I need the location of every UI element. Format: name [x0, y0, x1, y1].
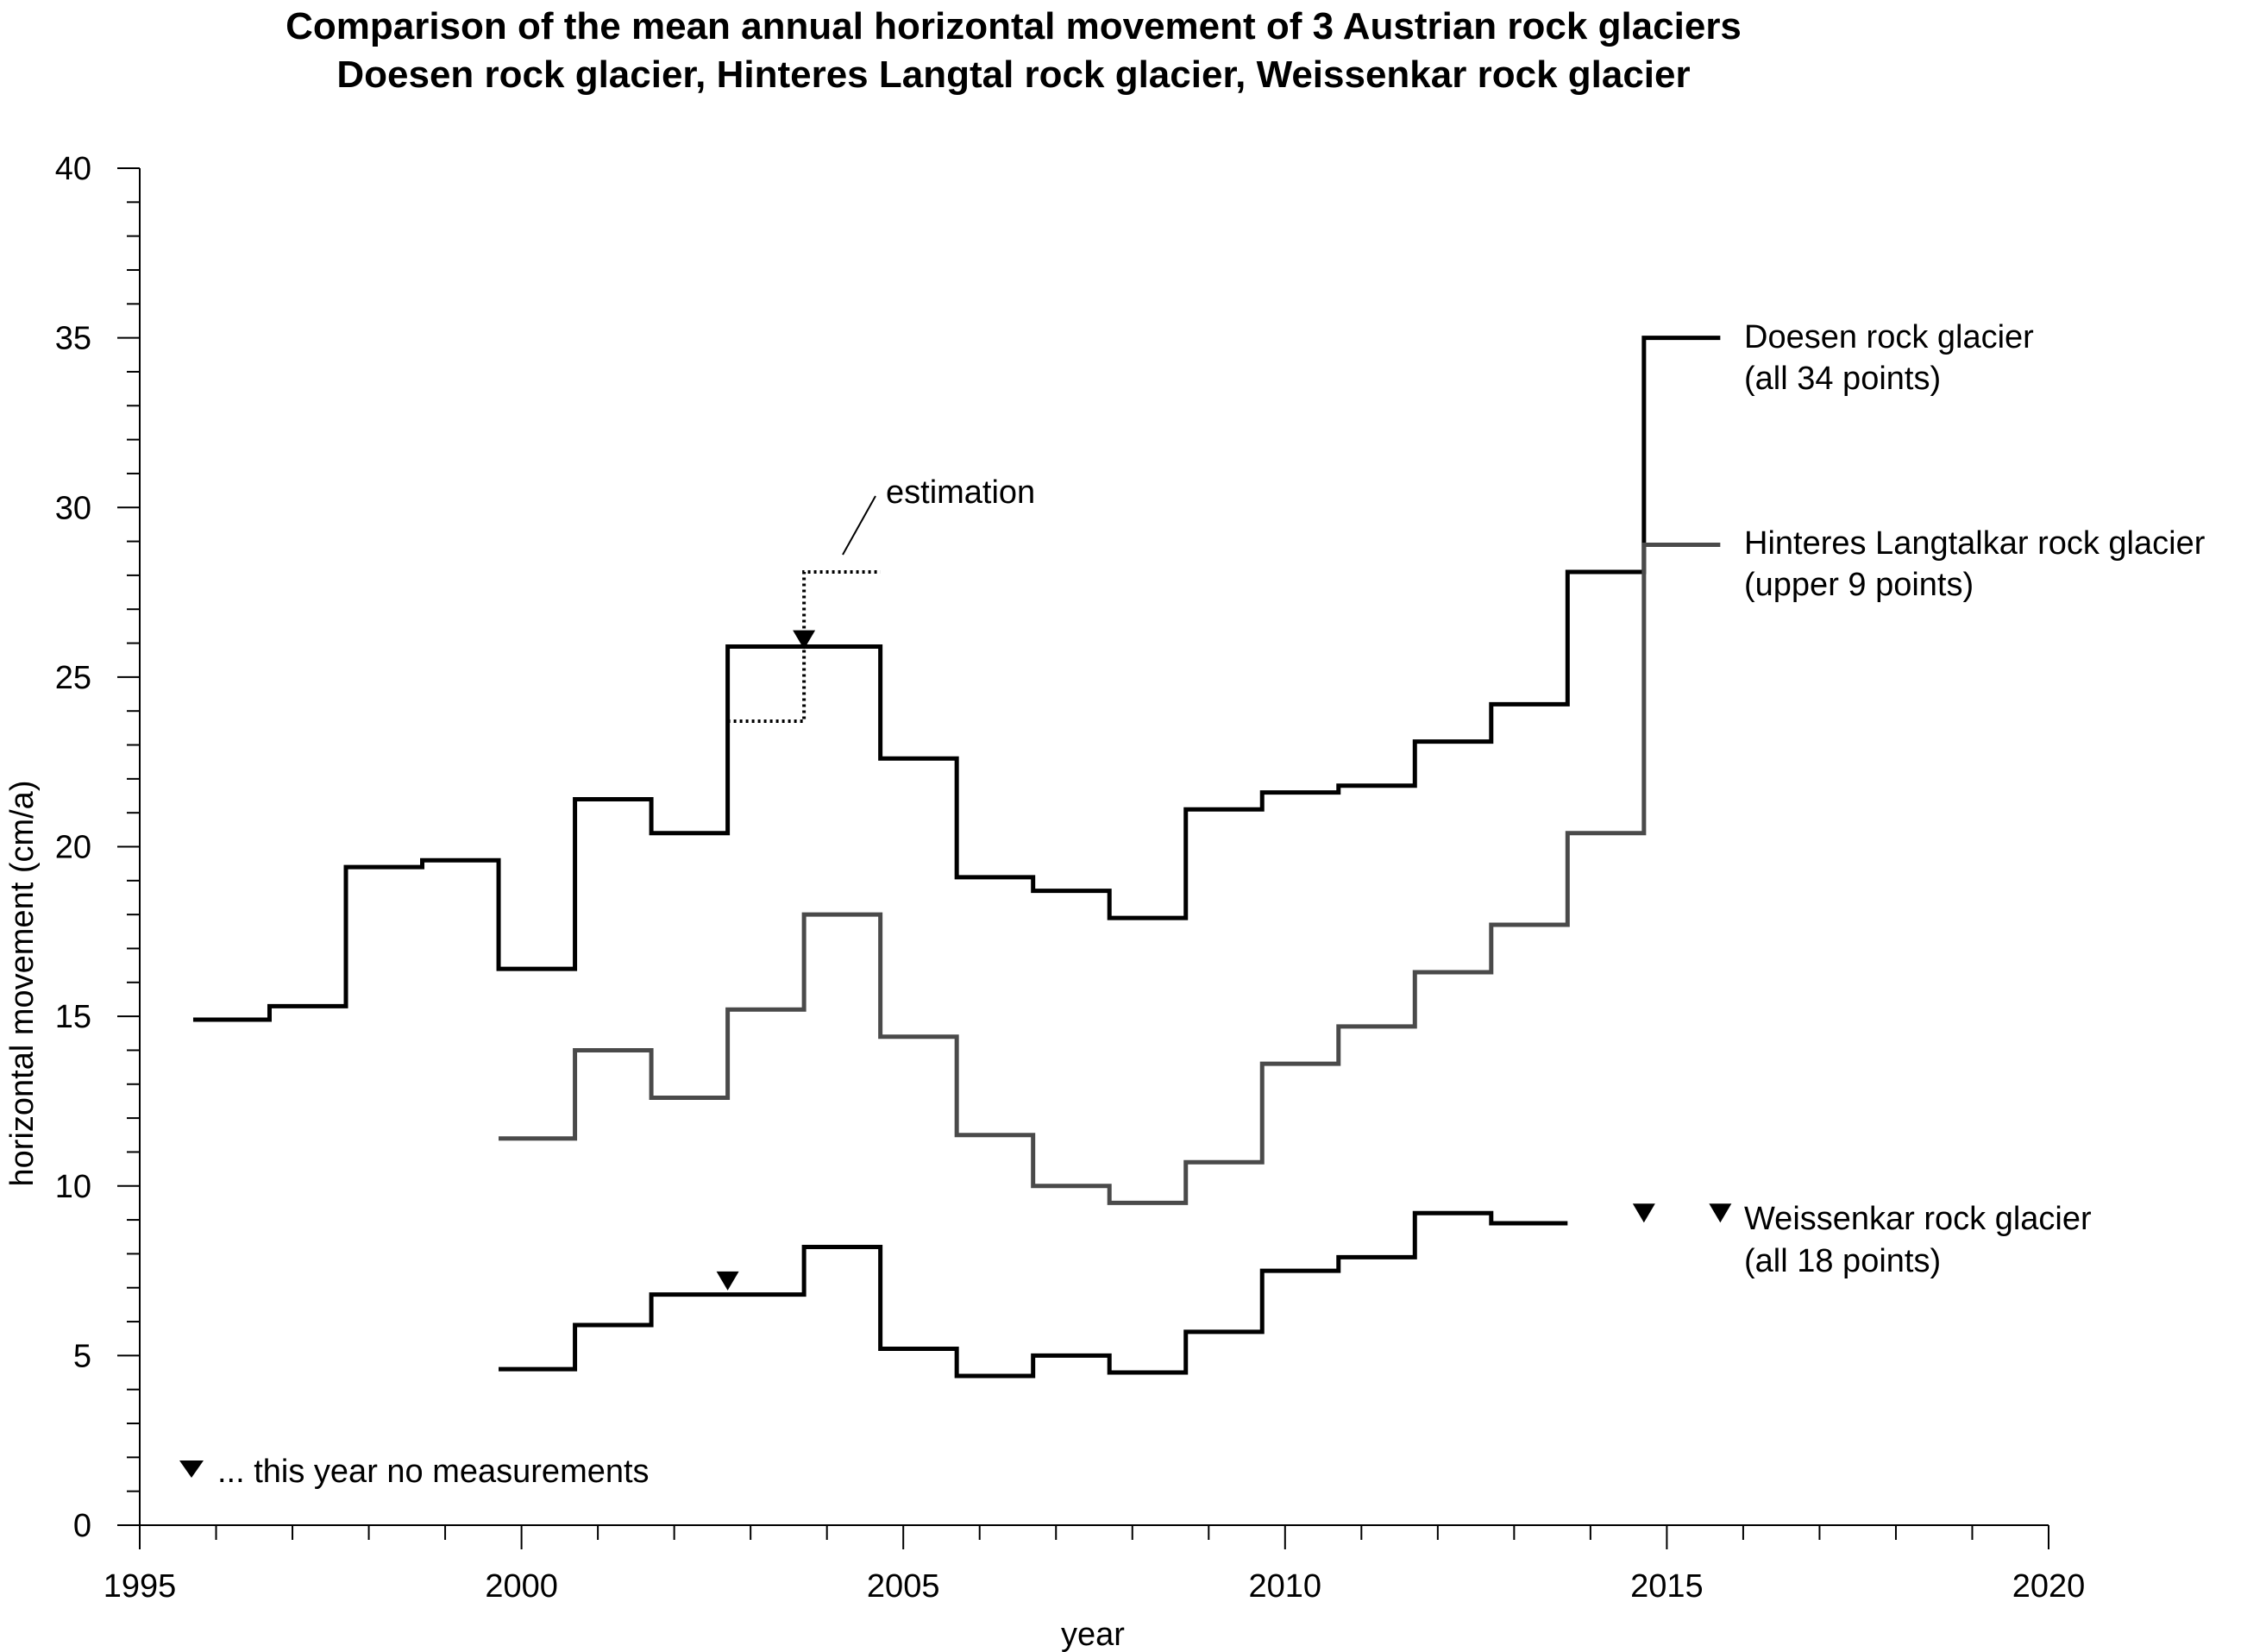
series-label-doesen-points: (all 34 points) — [1744, 361, 1941, 397]
series-weissenkar — [499, 1210, 1568, 1379]
series-hinteres-langtalkar — [499, 543, 1721, 1205]
x-tick-label: 2000 — [485, 1568, 558, 1605]
x-tick-label: 1995 — [104, 1568, 177, 1605]
series-label-weissenkar: Weissenkar rock glacier — [1744, 1201, 2092, 1237]
y-tick-label: 5 — [73, 1338, 91, 1374]
no-measurement-marker — [716, 1271, 739, 1291]
y-tick-label: 20 — [55, 830, 91, 866]
chart-title: Comparison of the mean annual horizontal… — [286, 5, 1742, 47]
y-tick-label: 15 — [55, 999, 91, 1035]
series-layer — [192, 336, 1721, 1379]
x-tick-label: 2020 — [2012, 1568, 2086, 1605]
series-label-langtalkar: Hinteres Langtalkar rock glacier — [1744, 525, 2206, 562]
no-measurement-marker — [1632, 1203, 1655, 1223]
y-tick-label: 30 — [55, 490, 91, 526]
series-doesen — [192, 336, 1721, 1022]
estimation-annotation: estimation — [886, 474, 1035, 511]
x-tick-label: 2005 — [867, 1568, 940, 1605]
marker-layer — [716, 630, 1732, 1291]
y-tick-label: 10 — [55, 1169, 91, 1205]
series-label-langtalkar-points: (upper 9 points) — [1744, 567, 1974, 603]
no-measurement-marker — [1709, 1203, 1732, 1223]
y-tick-label: 0 — [73, 1508, 91, 1544]
chart-subtitle: Doesen rock glacier, Hinteres Langtal ro… — [336, 53, 1690, 96]
y-axis-label: horizontal movement (cm/a) — [4, 781, 41, 1187]
y-tick-label: 35 — [55, 321, 91, 357]
axes: 0 5 10 15 20 25 30 35 40 1995 2000 2005 2010 2015 2020 — [55, 151, 2086, 1605]
y-tick-label: 25 — [55, 660, 91, 696]
legend-marker-icon — [179, 1460, 204, 1478]
series-label-doesen: Doesen rock glacier — [1744, 319, 2034, 355]
legend-note: ... this year no measurements — [217, 1454, 650, 1490]
no-measurement-marker — [793, 630, 816, 650]
series-label-weissenkar-points: (all 18 points) — [1744, 1243, 1941, 1279]
x-tick-label: 2010 — [1249, 1568, 1322, 1605]
estimation-leader-line — [842, 495, 876, 556]
y-tick-label: 40 — [55, 151, 91, 187]
x-axis-label: year — [1061, 1617, 1125, 1652]
x-tick-label: 2015 — [1630, 1568, 1704, 1605]
